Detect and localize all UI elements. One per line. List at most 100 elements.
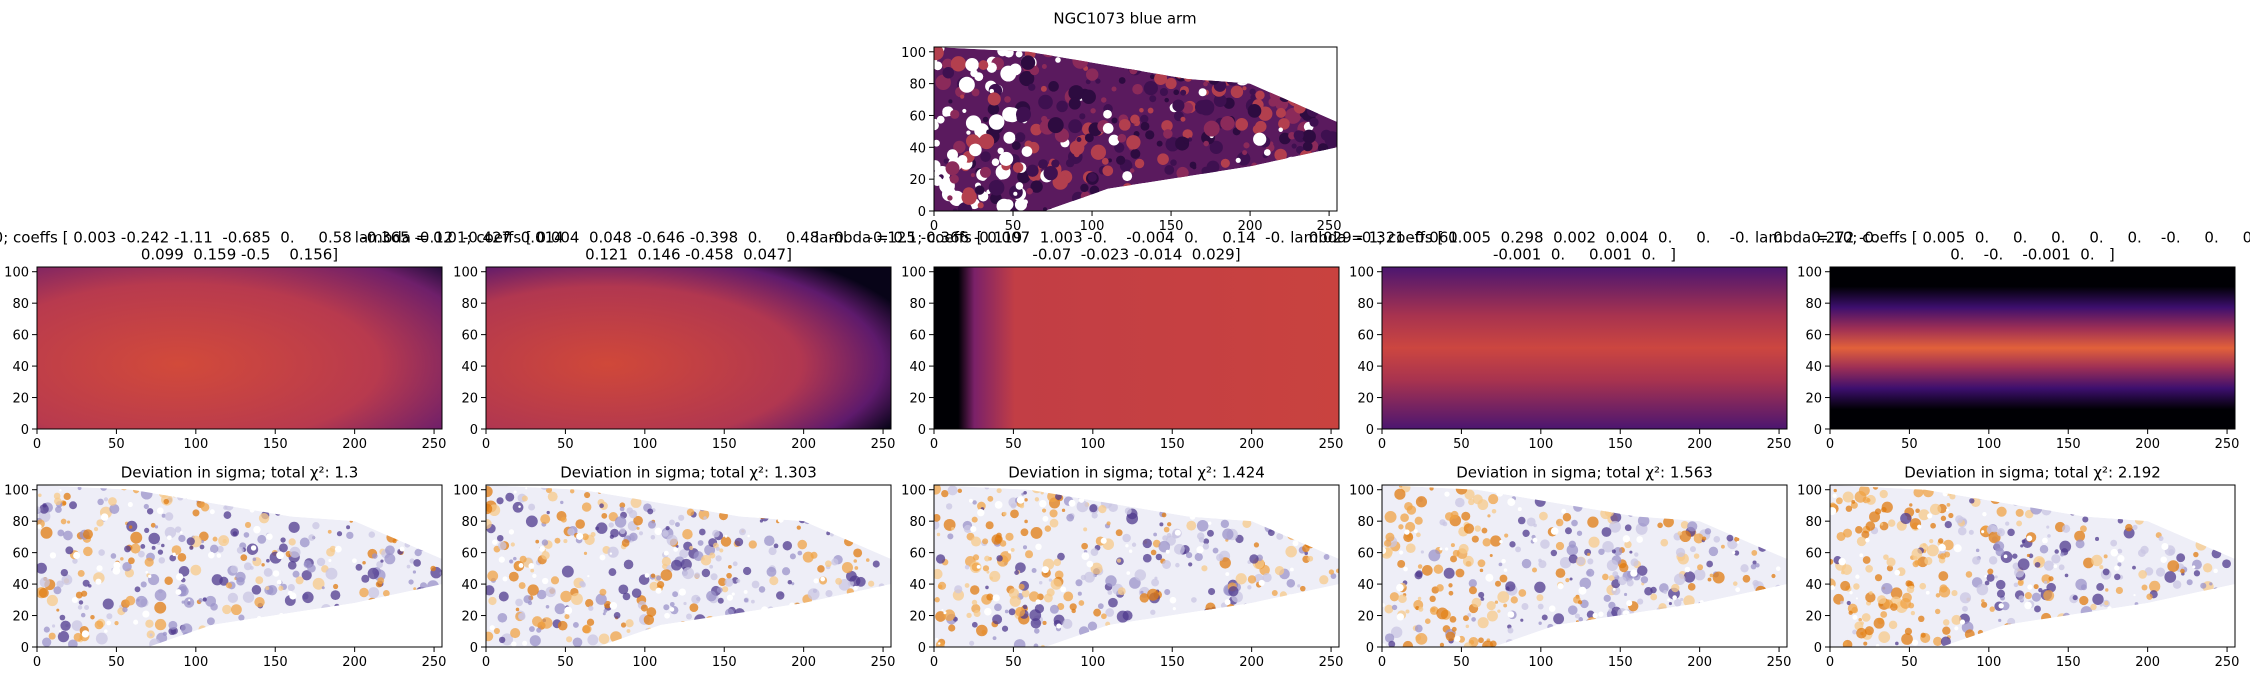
x-tick-label: 100: [1976, 437, 2001, 452]
x-tick-label: 100: [1976, 655, 2001, 670]
y-tick-label: 100: [1349, 266, 1374, 281]
y-tick-label: 0: [918, 641, 926, 656]
y-tick-label: 0: [1814, 641, 1822, 656]
x-tick-label: 250: [1317, 219, 1342, 234]
x-tick-label: 200: [791, 655, 816, 670]
axes-frame: [1381, 484, 1788, 648]
y-tick-label: 100: [4, 266, 29, 281]
y-tick-label: 0: [21, 423, 29, 438]
y-tick-label: 0: [21, 641, 29, 656]
panel-title: lambda = 0.01; coeffs [ 0.004 0.048 -0.6…: [355, 229, 1022, 247]
x-tick-label: 200: [1238, 219, 1263, 234]
y-tick-label: 60: [1357, 547, 1374, 562]
y-tick-label: 100: [453, 266, 478, 281]
axes-frame: [1381, 266, 1788, 430]
y-tick-label: 80: [12, 297, 29, 312]
x-tick-label: 250: [1767, 655, 1792, 670]
y-tick-label: 100: [453, 484, 478, 499]
x-tick-label: 0: [930, 437, 938, 452]
y-tick-label: 60: [1357, 329, 1374, 344]
y-tick-label: 20: [12, 610, 29, 625]
residual-image: [934, 485, 1339, 647]
axes-frame: [485, 266, 892, 430]
panel-title: -0.001 0. 0.001 0. ]: [1493, 246, 1676, 264]
x-tick-label: 150: [712, 655, 737, 670]
panel-title: 0.099 0.159 -0.5 0.156]: [141, 246, 338, 264]
model-image: [934, 267, 1339, 429]
y-tick-label: 60: [461, 329, 478, 344]
x-tick-label: 0: [1378, 655, 1386, 670]
model-image: [1382, 267, 1787, 429]
y-tick-label: 0: [470, 423, 478, 438]
x-tick-label: 150: [263, 437, 288, 452]
x-tick-label: 200: [1239, 437, 1264, 452]
y-tick-label: 100: [1797, 266, 1822, 281]
x-tick-label: 0: [482, 655, 490, 670]
y-tick-label: 40: [461, 360, 478, 375]
y-tick-label: 40: [1357, 360, 1374, 375]
x-tick-label: 150: [1160, 437, 1185, 452]
y-tick-label: 100: [1797, 484, 1822, 499]
x-tick-label: 250: [1319, 655, 1344, 670]
y-tick-label: 40: [909, 141, 926, 156]
y-tick-label: 20: [461, 610, 478, 625]
panel: 0 50 100 150 200 250 0 20 40 60 80 100 lambda = 10; …: [1755, 229, 2250, 453]
y-tick-label: 80: [909, 78, 926, 93]
panel: 0 50 100 150 200 250 0 20 40 60 80 100 Deviation in …: [1797, 464, 2239, 671]
residual-image: [486, 485, 891, 647]
x-tick-label: 150: [712, 437, 737, 452]
panel: 0 50 100 150 200 250 0 20 40 60 80 100 Deviation in …: [4, 464, 446, 671]
x-tick-label: 150: [1608, 437, 1633, 452]
y-tick-label: 60: [909, 547, 926, 562]
x-tick-label: 250: [422, 437, 447, 452]
panel: 0 50 100 150 200 250 0 20 40 60 80 100: [901, 46, 1342, 234]
x-tick-label: 250: [1767, 437, 1792, 452]
x-tick-label: 200: [342, 655, 367, 670]
y-tick-label: 40: [12, 578, 29, 593]
x-tick-label: 250: [2215, 655, 2240, 670]
axes-frame: [933, 484, 1340, 648]
x-tick-label: 100: [1080, 655, 1105, 670]
x-tick-label: 100: [1528, 655, 1553, 670]
x-tick-label: 200: [2135, 437, 2160, 452]
x-tick-label: 150: [2056, 437, 2081, 452]
panel-title: lambda = 0; coeffs [ 0.003 -0.242 -1.11 …: [0, 229, 564, 247]
y-tick-label: 80: [1357, 515, 1374, 530]
residual-image: [1382, 485, 1787, 647]
x-tick-label: 250: [2215, 437, 2240, 452]
y-tick-label: 60: [1805, 329, 1822, 344]
y-tick-label: 0: [918, 423, 926, 438]
y-tick-label: 60: [1805, 547, 1822, 562]
x-tick-label: 0: [1826, 655, 1834, 670]
axes-frame: [933, 46, 1338, 212]
y-tick-label: 40: [12, 360, 29, 375]
x-tick-label: 50: [557, 437, 574, 452]
y-tick-label: 80: [1805, 297, 1822, 312]
x-tick-label: 50: [557, 655, 574, 670]
x-tick-label: 0: [33, 437, 41, 452]
y-tick-label: 80: [461, 297, 478, 312]
y-tick-label: 20: [909, 610, 926, 625]
x-tick-label: 50: [1901, 437, 1918, 452]
residual-image: [37, 485, 442, 647]
y-tick-label: 100: [901, 266, 926, 281]
x-tick-label: 150: [1608, 655, 1633, 670]
y-tick-label: 40: [909, 578, 926, 593]
y-tick-label: 80: [909, 297, 926, 312]
y-tick-label: 0: [470, 641, 478, 656]
y-tick-label: 20: [1357, 392, 1374, 407]
y-tick-label: 80: [1805, 515, 1822, 530]
y-tick-label: 20: [461, 392, 478, 407]
model-image: [1830, 267, 2235, 429]
panel-title: Deviation in sigma; total χ²: 1.563: [1456, 464, 1713, 482]
axes-frame: [485, 484, 892, 648]
x-tick-label: 200: [1239, 655, 1264, 670]
x-tick-label: 200: [342, 437, 367, 452]
panel-title: 0. -0. -0.001 0. ]: [1950, 246, 2115, 264]
residual-image: [1830, 485, 2235, 647]
x-tick-label: 100: [632, 655, 657, 670]
panel-title: lambda = 0.1; coeffs [ 0.007 1.003 -0. -…: [815, 229, 1458, 247]
panel: 0 50 100 150 200 250 0 20 40 60 80 100 Deviation in …: [1349, 464, 1791, 671]
